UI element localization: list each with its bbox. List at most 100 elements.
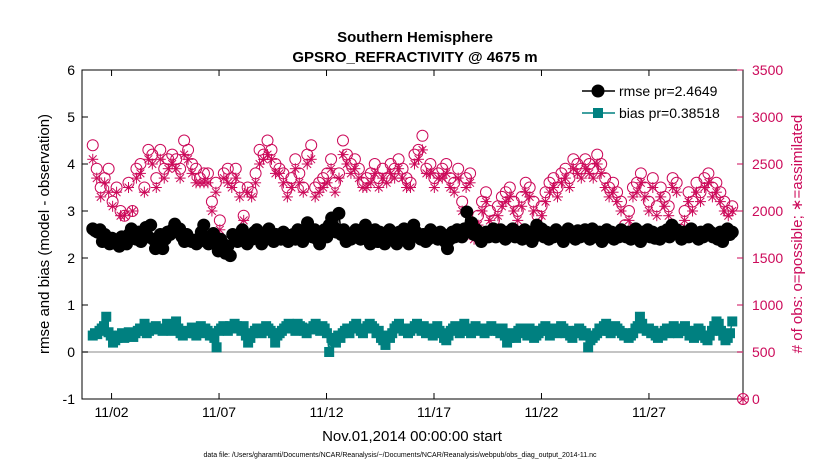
bias-point bbox=[583, 342, 594, 353]
obs-assimilated-point bbox=[540, 196, 552, 208]
y-left-tick-label: 6 bbox=[67, 62, 75, 78]
bias-point bbox=[270, 337, 281, 348]
bias-point bbox=[211, 342, 222, 353]
x-tick-label: 11/27 bbox=[632, 404, 666, 420]
obs-assimilated-point bbox=[134, 167, 146, 179]
obs-assimilated-point bbox=[154, 153, 166, 165]
obs-assimilated-point bbox=[285, 182, 297, 193]
obs-assimilated-point bbox=[381, 177, 393, 189]
obs-assimilated-point bbox=[393, 163, 405, 175]
y-right-tick-label: 3000 bbox=[752, 109, 783, 125]
obs-assimilated-point bbox=[142, 153, 154, 165]
obs-assimilated-point bbox=[99, 177, 111, 189]
obs-assimilated-point bbox=[325, 163, 337, 175]
y-left-tick-label: 4 bbox=[67, 156, 75, 172]
obs-assimilated-point bbox=[146, 158, 158, 170]
obs-assimilated-point bbox=[119, 210, 131, 222]
bias-point bbox=[601, 318, 612, 329]
obs-assimilated-point bbox=[631, 186, 643, 198]
obs-assimilated-point bbox=[369, 167, 381, 179]
obs-assimilated-point bbox=[651, 210, 663, 222]
obs-assimilated-point bbox=[126, 205, 138, 217]
y-left-tick-label: -1 bbox=[63, 391, 76, 407]
chart-title: Southern Hemisphere bbox=[337, 29, 493, 46]
obs-assimilated-point bbox=[428, 182, 440, 193]
bias-point bbox=[727, 316, 738, 327]
obs-assimilated-point bbox=[281, 191, 293, 203]
obs-assimilated-point bbox=[226, 182, 238, 193]
obs-assimilated-point bbox=[87, 153, 99, 165]
obs-assimilated-point bbox=[528, 205, 540, 217]
bias-point bbox=[427, 330, 438, 341]
y-right-tick-label: 1000 bbox=[752, 297, 783, 313]
obs-assimilated-point bbox=[277, 177, 289, 189]
x-tick-label: 11/07 bbox=[202, 404, 236, 420]
x-tick-label: 11/02 bbox=[95, 404, 129, 420]
obs-assimilated-point bbox=[444, 182, 456, 193]
y-right-tick-label: 1500 bbox=[752, 250, 783, 266]
bias-point bbox=[209, 332, 220, 343]
obs-assimilated-point bbox=[460, 182, 472, 193]
obs-assimilated-point bbox=[341, 158, 353, 170]
obs-assimilated-point bbox=[536, 210, 548, 222]
obs-assimilated-point bbox=[111, 186, 123, 198]
obs-possible-point bbox=[305, 139, 318, 152]
rmse-bias-series bbox=[86, 205, 739, 357]
obs-assimilated-point bbox=[571, 167, 583, 179]
obs-assimilated-point bbox=[242, 186, 254, 198]
obs-assimilated-point bbox=[95, 191, 107, 203]
y-right-tick-label: 0 bbox=[752, 391, 760, 407]
obs-assimilated-point bbox=[679, 214, 691, 226]
obs-assimilated-point bbox=[575, 172, 587, 184]
bias-point bbox=[373, 325, 384, 336]
obs-possible-point bbox=[253, 143, 266, 156]
y-right-tick-label: 2500 bbox=[752, 156, 783, 172]
obs-assimilated-point bbox=[273, 167, 285, 179]
chart-subtitle: GPSRO_REFRACTIVITY @ 4675 m bbox=[292, 49, 537, 66]
obs-assimilated-point bbox=[365, 177, 377, 189]
obs-assimilated-point bbox=[305, 153, 317, 165]
obs-assimilated-point bbox=[639, 191, 651, 203]
obs-assimilated-point bbox=[107, 200, 119, 212]
obs-assimilated-point bbox=[635, 177, 647, 189]
y-left-tick-label: 5 bbox=[67, 109, 75, 125]
bias-point bbox=[101, 311, 112, 322]
obs-assimilated-point bbox=[611, 196, 623, 208]
obs-assimilated-point bbox=[508, 205, 520, 217]
legend-bias-marker bbox=[593, 108, 603, 118]
obs-assimilated-point bbox=[174, 172, 186, 184]
obs-assimilated-point bbox=[496, 200, 508, 212]
rmse-point bbox=[197, 218, 211, 232]
obs-assimilated-point bbox=[698, 182, 710, 193]
obs-assimilated-point bbox=[353, 172, 365, 184]
bias-point bbox=[725, 328, 736, 339]
obs-assimilated-point bbox=[524, 191, 536, 203]
y-left-tick-label: 2 bbox=[67, 250, 75, 266]
obs-assimilated-point bbox=[655, 191, 667, 203]
obs-assimilated-point bbox=[714, 196, 726, 208]
obs-assimilated-point bbox=[321, 177, 333, 189]
obs-assimilated-point bbox=[416, 144, 428, 156]
y-right-tick-label: 2000 bbox=[752, 203, 783, 219]
obs-assimilated-point bbox=[424, 167, 436, 179]
obs-assimilated-point bbox=[579, 163, 591, 175]
bias-point bbox=[580, 328, 591, 339]
obs-assimilated-point bbox=[265, 153, 277, 165]
bias-point bbox=[713, 318, 724, 329]
obs-assimilated-point bbox=[687, 205, 699, 217]
obs-assimilated-point bbox=[166, 158, 178, 170]
x-tick-label: 11/17 bbox=[417, 404, 451, 420]
bias-point bbox=[171, 316, 182, 327]
obs-assimilated-point bbox=[476, 205, 488, 217]
data-file-note: data file: /Users/gharamti/Documents/NCA… bbox=[203, 452, 597, 459]
y-left-tick-label: 0 bbox=[67, 344, 75, 360]
obs-assimilated-point bbox=[710, 186, 722, 198]
x-tick-label: 11/12 bbox=[310, 404, 344, 420]
obs-assimilated-point bbox=[607, 186, 619, 198]
obs-possible-point bbox=[336, 134, 349, 147]
obs-assimilated-point bbox=[647, 182, 659, 193]
obs-assimilated-point bbox=[623, 214, 635, 226]
obs-assimilated-point bbox=[559, 172, 571, 184]
obs-assimilated-point bbox=[516, 200, 528, 212]
obs-assimilated-point bbox=[397, 172, 409, 184]
